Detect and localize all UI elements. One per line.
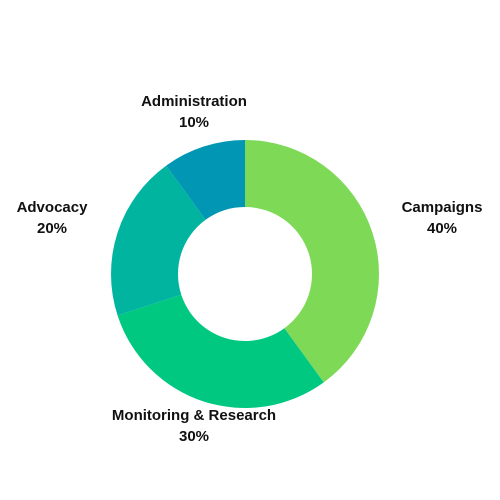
slice-label-administration: Administration — [141, 93, 247, 110]
slice-monitoring-research — [117, 294, 324, 408]
slice-campaigns — [245, 140, 379, 383]
slice-value-campaigns: 40% — [427, 220, 457, 237]
slice-value-monitoring-research: 30% — [179, 428, 209, 445]
slices-layer — [111, 140, 379, 408]
slice-value-advocacy: 20% — [37, 220, 67, 237]
slice-administration — [166, 140, 245, 220]
slice-label-advocacy: Advocacy — [17, 199, 89, 216]
slice-value-administration: 10% — [179, 114, 209, 131]
slice-label-monitoring-research: Monitoring & Research — [112, 407, 276, 424]
slice-advocacy — [111, 165, 206, 316]
slice-label-campaigns: Campaigns — [402, 199, 483, 216]
labels-layer: Campaigns 40% Monitoring & Research 30% Advo… — [17, 93, 483, 445]
